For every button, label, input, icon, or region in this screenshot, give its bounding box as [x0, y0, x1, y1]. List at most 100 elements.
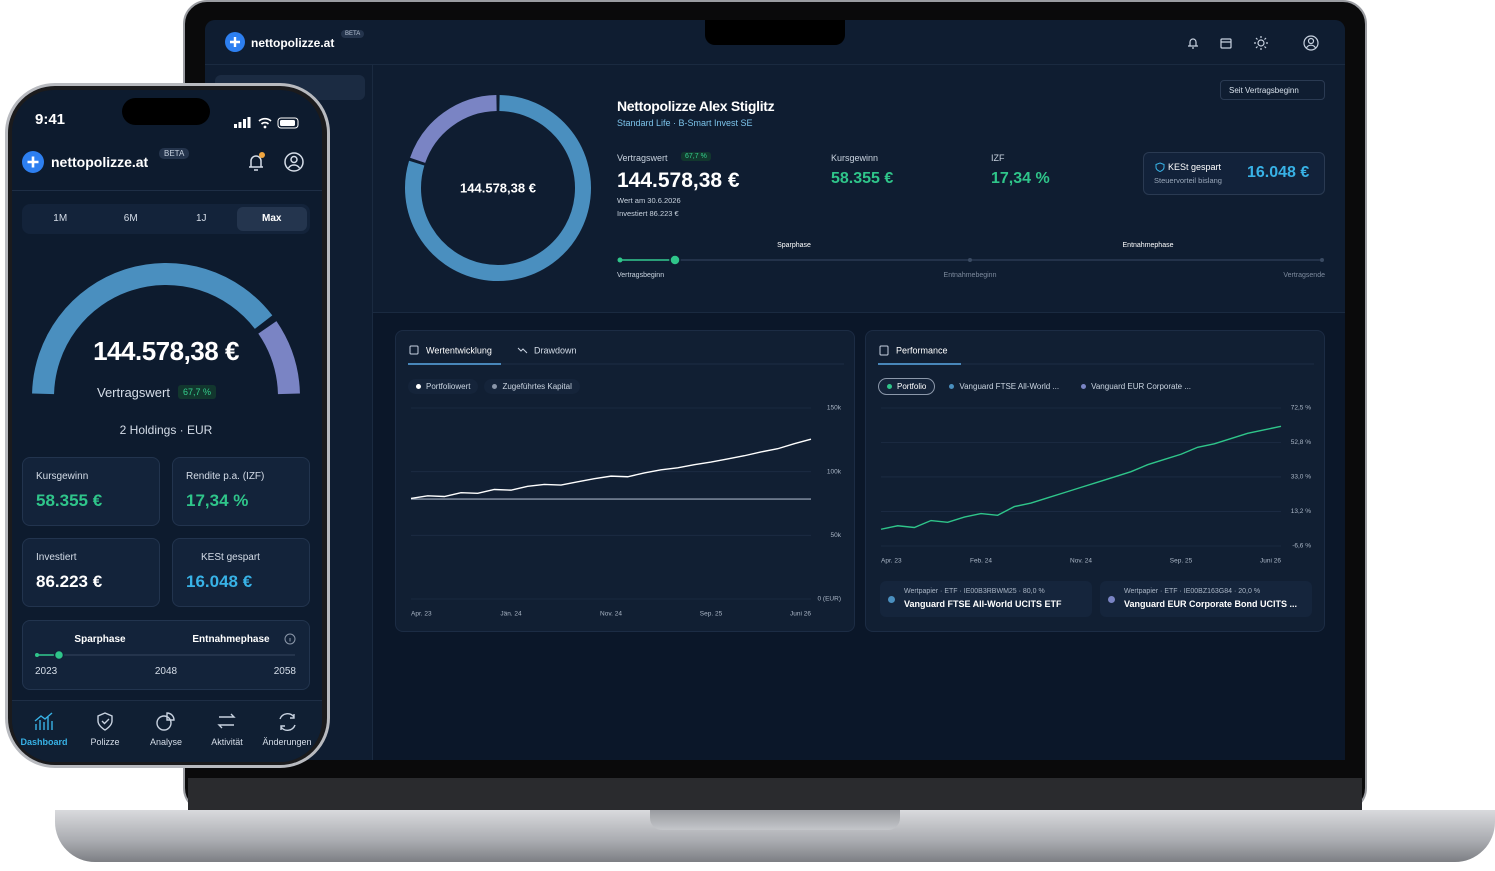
- vertragswert: 144.578,38 €: [617, 169, 740, 192]
- legend-chip[interactable]: Vanguard FTSE All-World ...: [941, 379, 1067, 394]
- legend-chip[interactable]: Vanguard EUR Corporate ...: [1073, 379, 1199, 394]
- wertentwicklung-card: Wertentwicklung Drawdown 150k 100k 50k 0 (EUR…: [395, 330, 855, 632]
- legend-label: Portfoliowert: [426, 382, 471, 391]
- holding-name: Vanguard EUR Corporate Bond UCITS ...: [1124, 599, 1298, 609]
- tab-icon: [409, 345, 419, 355]
- stat-label: KESt gespart: [201, 552, 260, 563]
- legend-chip[interactable]: Portfolio: [878, 378, 936, 395]
- wertentwicklung-chart: Wertentwicklung Drawdown 150k 100k 50k 0 (EUR…: [408, 345, 844, 618]
- legend-dot: [1081, 384, 1087, 389]
- holding-box[interactable]: Wertpapier · ETF · IE00BZ163G84 · 20,0 %…: [1100, 581, 1312, 617]
- x-tick-label: Jän. 24: [500, 611, 522, 618]
- phase-track: [35, 633, 296, 661]
- holding-box[interactable]: Wertpapier · ETF · IE00B3RBWM25 · 80,0 %…: [880, 581, 1092, 617]
- range-button[interactable]: 1M: [53, 213, 68, 224]
- y-tick-label: 150k: [827, 405, 842, 412]
- tab-icon: [517, 347, 528, 354]
- legend-dot: [416, 384, 421, 389]
- range-button[interactable]: 1J: [195, 213, 207, 224]
- timeline-end: Vertragsende: [1283, 272, 1325, 279]
- y-tick-label: 52,8 %: [1291, 439, 1311, 446]
- stat-card: Investiert 86.223 €: [22, 538, 160, 607]
- phase2: Entnahmephase: [192, 634, 270, 645]
- phase1: Sparphase: [777, 242, 811, 249]
- logo-icon[interactable]: [225, 32, 245, 52]
- y-tick-label: -6,6 %: [1292, 543, 1311, 550]
- holdings-note: 2 Holdings · EUR: [119, 423, 213, 437]
- status-time: 9:41: [35, 111, 66, 128]
- stat-card: Rendite p.a. (IZF) 17,34 %: [172, 457, 310, 526]
- gauge-label: Vertragswert: [97, 385, 170, 400]
- holding-meta: Wertpapier · ETF · IE00BZ163G84 · 20,0 %: [1124, 588, 1261, 595]
- year-mid: 2048: [154, 666, 178, 677]
- laptop-notch: [650, 810, 900, 830]
- legend: Portfoliowert Zugeführtes Kapital: [408, 376, 586, 394]
- beta-badge: BETA: [341, 30, 365, 38]
- kest-sub: Steuervorteil bislang: [1154, 176, 1222, 185]
- profile-name: Nettopolizze Alex Stiglitz: [617, 98, 775, 114]
- legend-label: Portfolio: [897, 382, 927, 391]
- legend-label: Vanguard EUR Corporate ...: [1091, 382, 1192, 391]
- holding-meta: Wertpapier · ETF · IE00B3RBWM25 · 80,0 %: [904, 588, 1045, 595]
- ring-segment: [410, 95, 497, 164]
- series-line: [410, 438, 812, 500]
- stat-label: Rendite p.a. (IZF): [186, 471, 265, 482]
- legend: Portfolio Vanguard FTSE All-World ... Vang…: [878, 376, 1205, 395]
- nav-item[interactable]: Analyse: [149, 737, 183, 747]
- range-button[interactable]: 6M: [123, 213, 138, 224]
- tab[interactable]: Drawdown: [534, 345, 577, 355]
- dynamic-island: [122, 98, 210, 125]
- x-tick-label: Sep. 25: [1170, 558, 1193, 565]
- izf: 17,34 %: [991, 170, 1050, 187]
- kursgewinn: 58.355 €: [831, 170, 894, 187]
- legend-chip[interactable]: Zugeführtes Kapital: [484, 379, 580, 394]
- profile-subtitle: Standard Life · B-Smart Invest SE: [617, 118, 753, 128]
- nav-icons: [34, 712, 296, 731]
- stat-card: Kursgewinn 58.355 €: [22, 457, 160, 526]
- legend-dot: [887, 384, 892, 389]
- kest-box: [1143, 152, 1325, 195]
- gauge-value: 144.578,38 €: [93, 336, 239, 366]
- x-tick-label: Juni 26: [790, 611, 811, 618]
- timeline-start: Vertragsbeginn: [617, 272, 665, 279]
- y-tick-label: 50k: [831, 532, 842, 539]
- logo-icon[interactable]: [22, 151, 44, 173]
- invested-note: Investiert 86.223 €: [617, 209, 679, 218]
- vertragswert-label: Vertragswert: [617, 153, 668, 163]
- legend-label: Vanguard FTSE All-World ...: [959, 382, 1060, 391]
- x-tick-label: Sep. 25: [700, 611, 723, 618]
- stat-card: KESt gespart 16.048 €: [172, 538, 310, 607]
- bottom-nav: [12, 700, 322, 762]
- year-start: 2023: [35, 666, 58, 677]
- legend-dot: [949, 384, 955, 389]
- tab[interactable]: Performance: [896, 345, 948, 355]
- legend-chip[interactable]: Portfoliowert: [408, 379, 479, 394]
- shield-icon: [1155, 162, 1165, 172]
- performance-chart: Performance 72,5 % 52,8 % 33,0 % 13,2 % -6,6 …: [878, 345, 1314, 565]
- nav-item[interactable]: Dashboard: [20, 737, 68, 747]
- laptop-screen: nettopolizze.at BETA 144.578,38 € Nettop…: [205, 20, 1345, 760]
- range-button[interactable]: Max: [236, 207, 307, 231]
- x-tick-label: Juni 26: [1260, 558, 1281, 565]
- stat-value: 58.355 €: [36, 491, 103, 510]
- header-icons[interactable]: [246, 151, 306, 173]
- holding-dot: [1108, 596, 1115, 603]
- y-tick-label: 100k: [827, 468, 842, 475]
- tab[interactable]: Wertentwicklung: [426, 345, 492, 355]
- stat-label: Investiert: [36, 552, 77, 563]
- nav-item[interactable]: Änderungen: [262, 737, 312, 747]
- nav-item[interactable]: Aktivität: [211, 737, 243, 747]
- status-icons: [234, 117, 299, 129]
- change-badge: 67,7 %: [681, 152, 711, 161]
- x-tick-label: Nov. 24: [600, 611, 622, 618]
- date-note: Wert am 30.6.2026: [617, 196, 681, 205]
- donut-chart: 144.578,38 €: [405, 95, 591, 281]
- holding-name: Vanguard FTSE All-World UCITS ETF: [904, 599, 1062, 609]
- kest-label: KESt gespart: [1168, 162, 1222, 172]
- top-icons[interactable]: [1185, 35, 1325, 51]
- gauge-chart: [32, 263, 300, 395]
- nav-item[interactable]: Polizze: [90, 737, 120, 747]
- period-select[interactable]: Seit Vertragsbeginn: [1220, 80, 1325, 100]
